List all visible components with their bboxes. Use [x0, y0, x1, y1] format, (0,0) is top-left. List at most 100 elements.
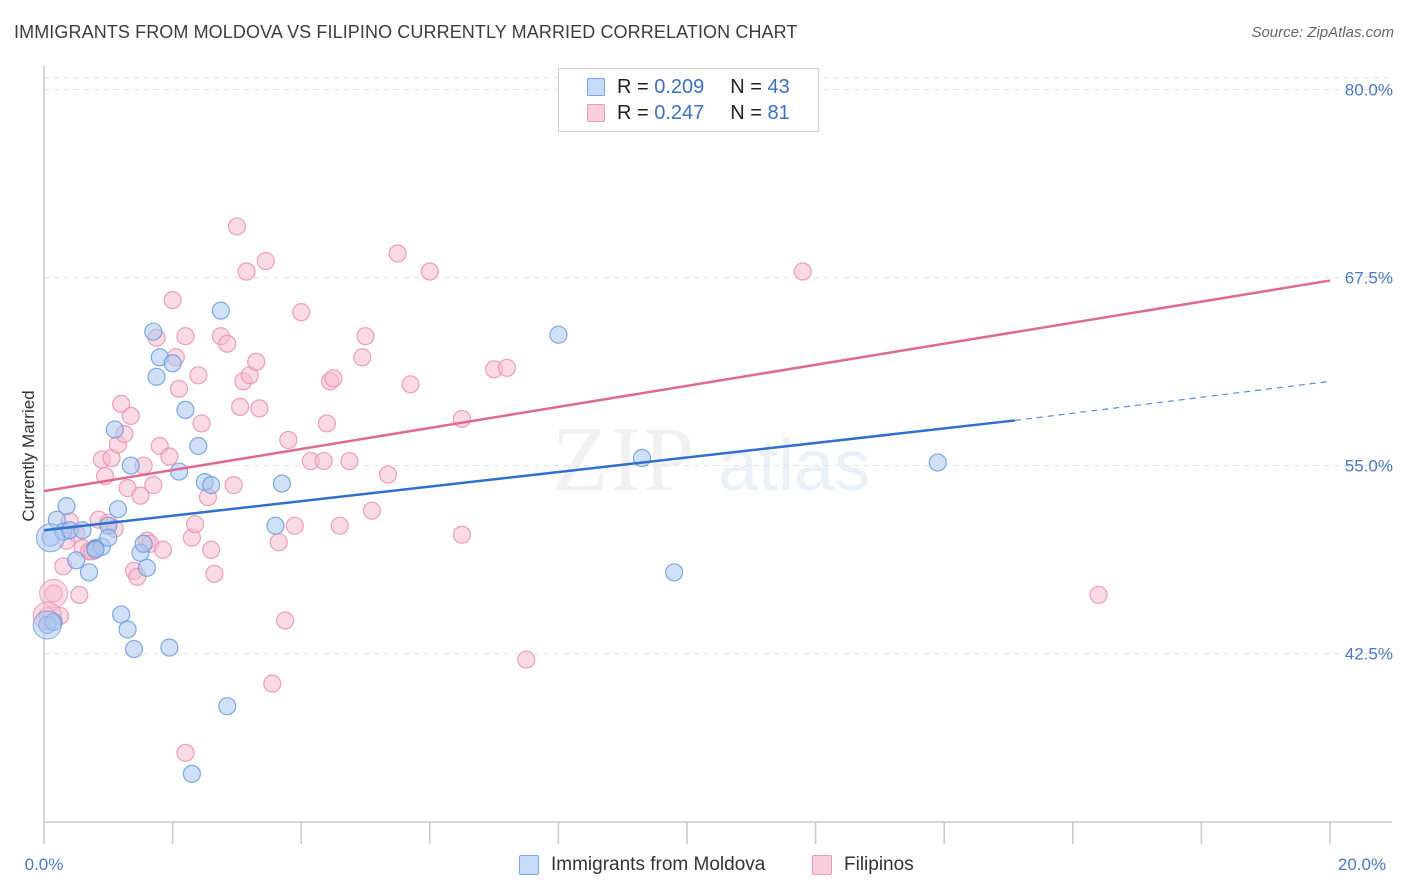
data-point-blue [266, 516, 285, 535]
data-point-blue [147, 367, 166, 386]
data-point-pink [176, 743, 195, 762]
data-point-blue [108, 500, 128, 519]
bottom-legend-swatch-pink [812, 855, 832, 875]
data-point-pink [256, 251, 275, 271]
data-point-pink [497, 358, 517, 377]
data-point-pink [1089, 585, 1108, 604]
data-point-pink [205, 564, 224, 583]
data-point-pink [317, 414, 337, 433]
data-point-blue [118, 620, 137, 639]
data-point-pink [186, 515, 205, 534]
data-point-pink [388, 244, 407, 263]
data-point-blue [189, 436, 208, 456]
legend-r-value: 0.247 [654, 101, 705, 124]
data-point-blue [144, 322, 163, 341]
data-point-pink [224, 476, 243, 495]
data-point-blue [272, 474, 292, 493]
data-point-pink [420, 262, 439, 281]
data-point-pink [330, 516, 349, 535]
data-point-blue [121, 456, 140, 475]
data-point-pink [378, 465, 398, 484]
bottom-legend-label: Filipinos [844, 854, 914, 875]
bottom-legend-moldova: Immigrants from Moldova [519, 852, 765, 878]
legend-row-moldova: R = 0.209 N = 43 [587, 74, 790, 100]
legend-swatch-pink [587, 104, 605, 122]
data-point-blue [182, 764, 201, 783]
legend-row-filipinos: R = 0.247 N = 81 [587, 100, 790, 126]
data-point-pink [324, 369, 343, 388]
data-point-blue [137, 558, 156, 577]
data-point-pink [189, 366, 208, 385]
data-point-pink [452, 525, 472, 544]
data-point-blue [112, 605, 131, 624]
data-point-blue [665, 563, 684, 582]
x-tick-label: 20.0% [1338, 855, 1386, 874]
data-point-pink [314, 451, 333, 471]
data-point-large-blue [35, 523, 66, 553]
legend-r-value: 0.209 [654, 75, 705, 98]
data-point-blue [549, 325, 568, 344]
data-point-pink [269, 533, 288, 552]
data-point-pink [793, 262, 812, 281]
data-point-blue [124, 639, 144, 659]
data-point-pink [231, 397, 250, 416]
data-point-blue [218, 697, 237, 716]
bottom-legend-label: Immigrants from Moldova [551, 854, 766, 875]
data-point-blue [67, 551, 86, 570]
data-point-pink [218, 334, 237, 353]
legend-n-value: 43 [767, 75, 790, 98]
data-point-blue [928, 453, 947, 472]
data-point-blue [134, 534, 153, 553]
data-point-pink [112, 394, 131, 413]
data-point-pink [131, 486, 150, 505]
legend-r-label: R = [617, 75, 649, 98]
data-point-blue [86, 540, 105, 559]
data-point-blue [160, 638, 179, 657]
data-point-pink [292, 303, 311, 322]
data-point-pink [340, 451, 359, 471]
data-point-blue [169, 462, 189, 481]
data-point-large-blue [32, 610, 62, 640]
y-tick-label: 42.5% [1345, 645, 1393, 664]
data-point-pink [356, 327, 375, 346]
y-tick-label: 55.0% [1345, 457, 1393, 476]
data-point-pink [144, 476, 163, 495]
data-point-blue [211, 301, 230, 320]
data-point-pink [353, 348, 372, 367]
data-point-pink [202, 540, 221, 559]
data-point-pink [247, 352, 266, 371]
correlation-legend: R = 0.209 N = 43 R = 0.247 N = 81 [558, 68, 819, 132]
data-point-pink [227, 217, 246, 236]
legend-swatch-blue [587, 78, 605, 96]
data-point-blue [202, 476, 221, 495]
chart-title: IMMIGRANTS FROM MOLDOVA VS FILIPINO CURR… [14, 22, 798, 42]
legend-n-label: N = [730, 75, 762, 98]
data-point-blue [163, 354, 182, 373]
source-label: Source: ZipAtlas.com [1251, 24, 1394, 41]
data-point-pink [279, 430, 298, 450]
data-point-pink [401, 375, 420, 394]
trend-line-moldova [43, 419, 1016, 532]
y-tick-label: 67.5% [1345, 269, 1393, 288]
data-point-pink [237, 262, 256, 281]
data-point-pink [160, 447, 179, 466]
legend-n-label: N = [730, 101, 762, 124]
trend-line-moldova-extension [1014, 380, 1331, 422]
bottom-legend-swatch-blue [519, 855, 539, 875]
data-point-pink [176, 327, 195, 346]
data-point-pink [250, 399, 269, 418]
data-point-pink [70, 585, 89, 604]
data-point-pink [276, 611, 295, 630]
y-axis-label: Currently Married [19, 390, 38, 521]
data-point-pink [192, 414, 211, 433]
trend-line-filipinos [43, 279, 1331, 493]
data-point-pink [153, 540, 173, 559]
legend-r-label: R = [617, 101, 649, 124]
data-point-blue [105, 420, 124, 439]
data-point-pink [121, 406, 140, 426]
data-point-blue [79, 563, 99, 582]
data-point-pink [517, 650, 536, 669]
bottom-legend-filipinos: Filipinos [812, 852, 914, 878]
legend-n-value: 81 [767, 101, 790, 124]
data-point-blue [57, 497, 76, 516]
